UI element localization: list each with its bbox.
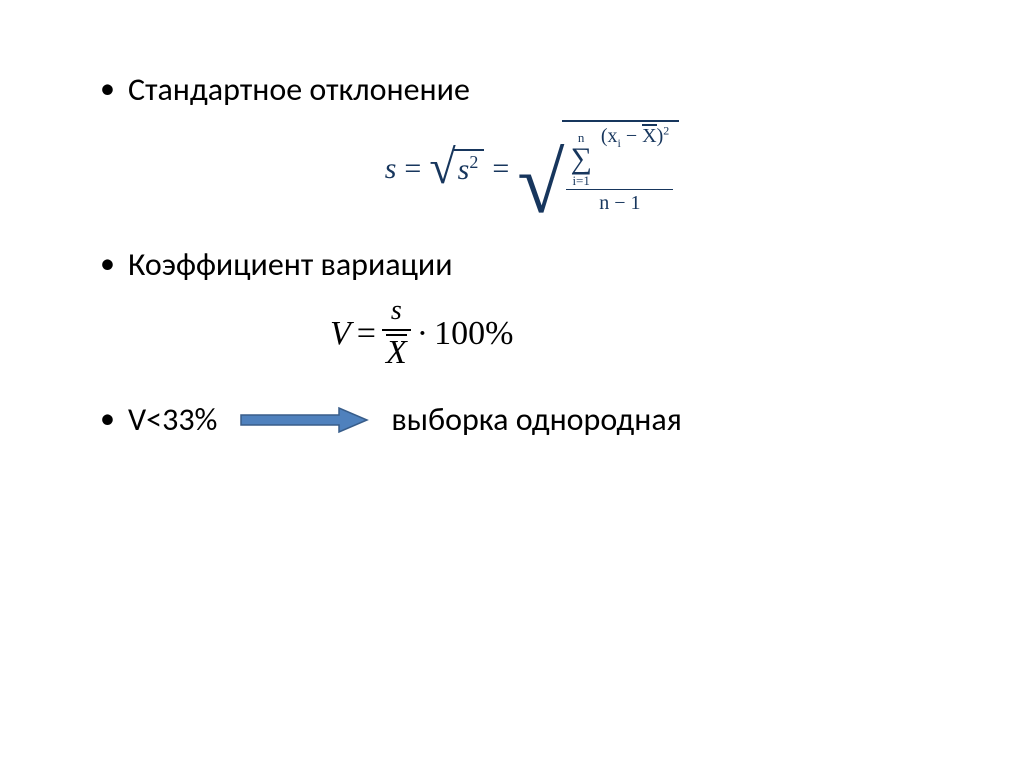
- arrow-icon: [239, 405, 369, 435]
- f1-eq1: =: [404, 152, 421, 186]
- f1-numerator: n ∑ i=1 (xi − X)2: [566, 124, 673, 187]
- f1-term-exp: 2: [663, 123, 669, 137]
- f2-xbar: X: [386, 334, 407, 369]
- sum-lower: i=1: [572, 174, 589, 187]
- f2-num: s: [387, 295, 406, 327]
- f2-frac: s X: [382, 295, 411, 372]
- f1-term-minus: −: [621, 125, 642, 147]
- slide: Стандартное отклонение s = √ s2 = √: [0, 0, 1024, 767]
- formula-2-row: V = s X · 100%: [100, 295, 964, 372]
- bullet-item-2: Коэффициент вариации: [100, 245, 964, 285]
- f1-root1-body: s2: [454, 149, 485, 189]
- sigma-icon: ∑: [570, 144, 591, 174]
- f2-den: X: [382, 333, 411, 372]
- formula-std-dev: s = √ s2 = √ n: [385, 120, 680, 217]
- f1-sqrt2: √ n ∑ i=1 (xi − X)2: [517, 120, 679, 217]
- f1-root2-body: n ∑ i=1 (xi − X)2 n − 1: [562, 120, 679, 217]
- bullet-3-row: V<33% выборка однородная: [128, 400, 964, 440]
- f1-s-exp: 2: [469, 152, 478, 172]
- f1-term-open: (x: [601, 125, 618, 147]
- f1-xbar: X: [642, 124, 656, 146]
- f2-dot: ·: [417, 315, 428, 353]
- bullet-item-3: V<33% выборка однородная: [100, 400, 964, 440]
- f1-frac: n ∑ i=1 (xi − X)2 n − 1: [566, 124, 673, 215]
- f1-sqrt1: √ s2: [429, 149, 484, 189]
- f2-bar: [382, 329, 411, 331]
- radical-icon: √: [517, 120, 564, 217]
- f1-fraction-bar: [566, 189, 673, 190]
- f2-eq: =: [357, 315, 376, 353]
- f2-hundred: 100%: [434, 315, 513, 353]
- bullet-item-1: Стандартное отклонение: [100, 70, 964, 110]
- f1-denominator: n − 1: [595, 192, 644, 215]
- bullet-2-text: Коэффициент вариации: [128, 245, 453, 284]
- formula-cv: V = s X · 100%: [330, 295, 513, 372]
- formula-1-row: s = √ s2 = √ n: [100, 120, 964, 217]
- f1-s: s: [458, 153, 470, 186]
- f1-eq2: =: [492, 152, 509, 186]
- f2-lhs: V: [330, 315, 351, 353]
- bullet-list: Стандартное отклонение s = √ s2 = √: [100, 70, 964, 440]
- f1-lhs: s: [385, 152, 397, 186]
- sum-block: n ∑ i=1: [570, 131, 591, 187]
- bullet-1-text: Стандартное отклонение: [128, 70, 470, 109]
- bullet-3-suffix: выборка однородная: [391, 400, 681, 440]
- bullet-3-prefix: V<33%: [128, 400, 217, 440]
- radical-icon: √: [429, 149, 455, 189]
